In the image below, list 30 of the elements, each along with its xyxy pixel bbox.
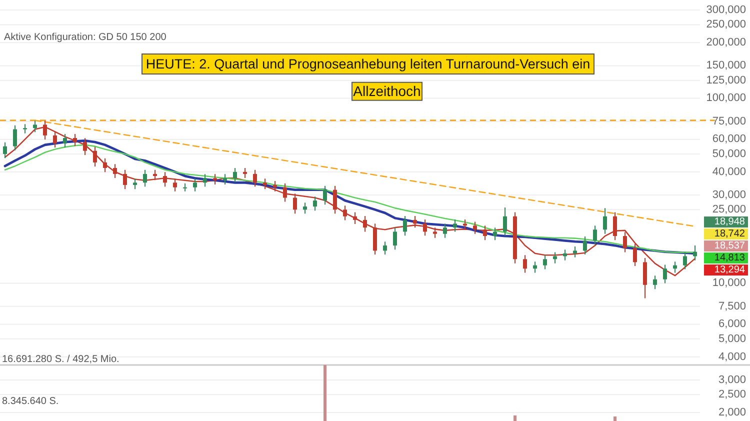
text: HEUTE: 2. Quartal und Prognoseanhebung leiten Turnaround-Versuch ein	[146, 56, 590, 72]
y-tick-label: 60,000	[712, 133, 746, 146]
text: 13,294	[714, 264, 746, 276]
y-tick-label: 2,500	[718, 388, 746, 401]
annotation: 8.345.640 S.	[2, 396, 59, 407]
y-tick-label: 125,000	[706, 74, 746, 86]
text: 18,537	[714, 240, 746, 252]
ref-line-label: Allzeithoch	[353, 82, 421, 99]
y-tick-label: 300,000	[706, 4, 746, 16]
y-tick-label: 75,000	[712, 115, 746, 128]
y-tick-label: 5,000	[718, 332, 746, 345]
y-tick-label: 150,000	[706, 60, 746, 72]
y-tick-label: 40,000	[712, 166, 746, 178]
y-tick-label: 100,000	[706, 92, 746, 104]
text: 18,742	[714, 228, 746, 240]
annotation: 16.691.280 S. / 492,5 Mio.	[2, 354, 120, 365]
y-tick-label: 2,000	[718, 406, 746, 418]
y-tick-label: 4,000	[718, 350, 746, 363]
y-tick-label: 250,000	[706, 18, 746, 31]
y-tick-label: 25,000	[712, 204, 746, 216]
text: Aktive Konfiguration: GD 50 150 200	[4, 32, 167, 43]
y-tick-label: 200,000	[706, 36, 746, 49]
y-tick-label: 3,000	[718, 374, 746, 386]
y-tick-label: 10,000	[712, 277, 746, 290]
y-tick-label: 7,500	[718, 300, 746, 312]
y-tick-label: 6,000	[718, 318, 746, 330]
y-tick-label: 30,000	[712, 188, 746, 201]
y-tick-label: 50,000	[712, 148, 746, 160]
text: 18,948	[714, 216, 746, 228]
text: 14,813	[714, 252, 746, 264]
